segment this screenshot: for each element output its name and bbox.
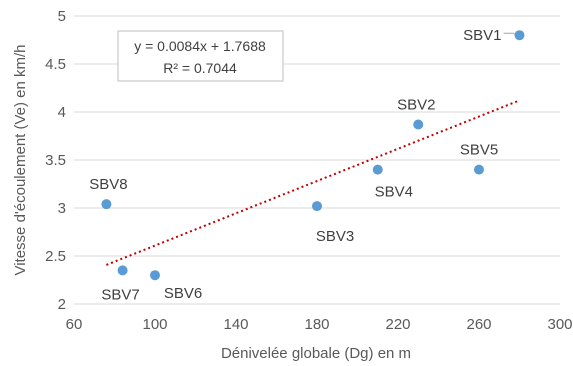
y-tick-label: 2.5 (45, 248, 66, 265)
trendline-r2: R² = 0.7044 (163, 60, 237, 76)
x-tick-label: 260 (466, 316, 491, 333)
point-label-sbv2: SBV2 (397, 96, 435, 113)
x-tick-label: 140 (223, 316, 248, 333)
leader-line (503, 32, 516, 36)
point-label-sbv5: SBV5 (460, 142, 498, 159)
x-tick-label: 180 (304, 316, 329, 333)
y-axis-title: Vitesse d'écoulement (Ve) en km/h (12, 44, 29, 275)
data-point-sbv1 (514, 30, 525, 41)
data-point-sbv6 (150, 270, 160, 281)
y-tick-label: 4.5 (45, 56, 66, 73)
y-tick-label: 3 (58, 200, 66, 217)
point-label-sbv8: SBV8 (89, 176, 127, 193)
data-point-sbv7 (117, 265, 128, 276)
trendline (106, 99, 520, 266)
y-tick-label: 4 (58, 104, 66, 121)
point-label-sbv1: SBV1 (463, 27, 501, 44)
x-tick-label: 60 (66, 316, 83, 333)
trendline-group (106, 99, 520, 266)
point-label-sbv4: SBV4 (375, 184, 413, 201)
x-tick-label: 220 (385, 316, 410, 333)
point-label-sbv7: SBV7 (101, 286, 139, 303)
point-label-sbv6: SBV6 (164, 285, 202, 302)
data-point-sbv3 (312, 201, 322, 212)
data-points (101, 30, 525, 281)
data-point-sbv4 (372, 164, 383, 175)
axes: 2 2.5 3 3.5 4 4.5 5 60 100 140 180 220 260 300 (45, 8, 572, 333)
y-tick-label: 2 (58, 296, 66, 313)
point-label-sbv3: SBV3 (316, 228, 354, 245)
data-point-sbv2 (413, 119, 424, 130)
x-axis-title: Dénivelée globale (Dg) en m (221, 345, 411, 362)
data-point-sbv5 (474, 164, 484, 175)
x-tick-label: 300 (547, 316, 572, 333)
equation-box: y = 0.0084x + 1.7688 R² = 0.7044 (117, 30, 284, 82)
equation-box-border (117, 30, 284, 82)
x-tick-label: 100 (142, 316, 167, 333)
y-tick-label: 3.5 (45, 152, 66, 169)
point-labels: SBV1 SBV2 SBV3 SBV4 SBV5 SBV6 SBV7 SBV8 (89, 27, 516, 303)
data-point-sbv8 (101, 199, 112, 210)
y-tick-label: 5 (58, 8, 66, 25)
trendline-equation: y = 0.0084x + 1.7688 (134, 38, 266, 54)
